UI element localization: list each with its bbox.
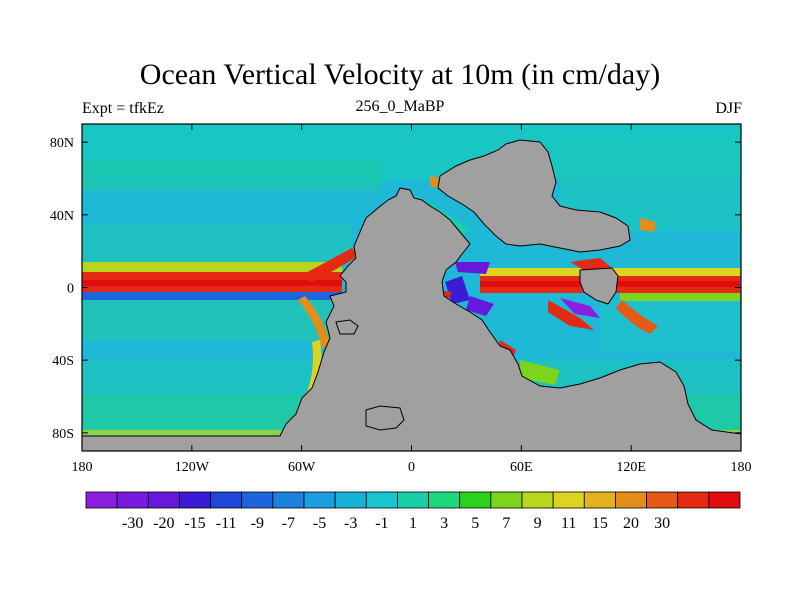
colorbar-swatch (210, 491, 243, 509)
colorbar-swatch (397, 491, 429, 509)
colorbar-swatch (677, 491, 710, 509)
colorbar-label: 9 (534, 515, 542, 532)
x-axis: 180 120W 60W 0 60E 120E 180 (72, 124, 752, 475)
colorbar-label: -7 (282, 515, 295, 532)
map-title: Ocean Vertical Velocity at 10m (in cm/da… (139, 58, 661, 91)
colorbar-label: 3 (440, 515, 448, 532)
colorbar-swatch (147, 491, 180, 509)
colorbar-label: -30 (122, 515, 143, 532)
time-label: 256_0_MaBP (355, 98, 445, 115)
colorbar-swatch (365, 491, 398, 509)
y-tick-label: 80S (52, 427, 74, 442)
northern-continent (437, 139, 631, 253)
western-islet (335, 319, 359, 335)
colorbar-label: -1 (375, 515, 388, 532)
colorbar-swatch (583, 491, 616, 509)
colorbar-label: -15 (184, 515, 205, 532)
x-tick-label: 180 (72, 460, 93, 475)
colorbar: -30 -20 -15 -11 -9 -7 -5 -3 -1 1 3 5 7 9 11 15 20 30 (85, 491, 741, 532)
colorbar-swatch (428, 491, 461, 509)
experiment-label: Expt = tfkEz (82, 100, 164, 117)
western-continent (81, 187, 742, 452)
colorbar-swatch (708, 491, 741, 509)
colorbar-label: -9 (251, 515, 264, 532)
colorbar-label: 20 (623, 515, 639, 532)
colorbar-swatch (85, 491, 118, 509)
colorbar-label: 5 (471, 515, 479, 532)
colorbar-swatch (646, 491, 679, 509)
colorbar-swatch (552, 491, 585, 509)
y-tick-label: 40N (50, 209, 74, 224)
colorbar-label: 30 (654, 515, 670, 532)
x-tick-label: 60E (510, 460, 533, 475)
y-tick-label: 40S (52, 354, 74, 369)
y-axis: 80N 40N 0 40S 80S (50, 136, 741, 442)
colorbar-label: -11 (216, 515, 237, 532)
colorbar-label: 15 (592, 515, 608, 532)
colorbar-swatch (490, 491, 523, 509)
x-tick-label: 120W (175, 460, 210, 475)
x-tick-label: 0 (408, 460, 415, 475)
colorbar-swatch (459, 491, 492, 509)
y-tick-label: 80N (50, 136, 74, 151)
x-tick-label: 180 (731, 460, 752, 475)
colorbar-swatch (116, 491, 149, 509)
colorbar-swatch (303, 491, 336, 509)
land-masses (81, 139, 742, 452)
colorbar-label: 7 (502, 515, 510, 532)
colorbar-swatch (334, 491, 367, 509)
colorbar-swatch (272, 491, 305, 509)
y-tick-label: 0 (67, 282, 74, 297)
x-tick-label: 120E (616, 460, 646, 475)
colorbar-swatch (241, 491, 274, 509)
colorbar-label: -3 (344, 515, 357, 532)
colorbar-label: -5 (313, 515, 326, 532)
colorbar-label: 11 (561, 515, 576, 532)
colorbar-swatch (179, 491, 211, 509)
southern-island (365, 405, 405, 431)
colorbar-swatch (615, 491, 647, 509)
colorbar-label: 1 (409, 515, 417, 532)
eastern-island (579, 267, 619, 305)
colorbar-label: -20 (153, 515, 174, 532)
colorbar-swatch (521, 491, 554, 509)
season-label: DJF (715, 100, 742, 117)
x-tick-label: 60W (288, 460, 316, 475)
